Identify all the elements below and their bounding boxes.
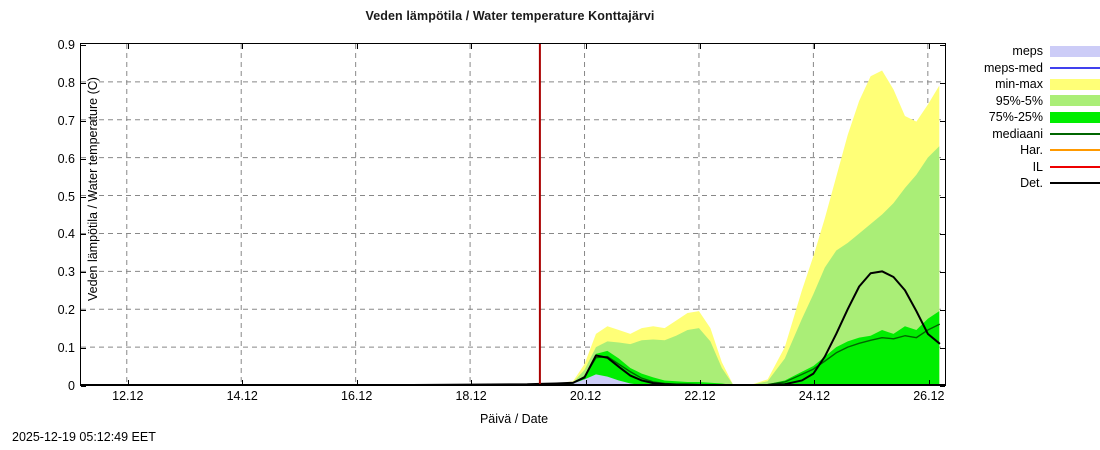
y-tick-mark (940, 196, 945, 198)
y-tick-label: 0.4 (57, 227, 75, 242)
x-tick-label: 12.12 (112, 389, 144, 403)
x-tick-mark (814, 380, 816, 385)
timestamp-label: 2025-12-19 05:12:49 EET (12, 430, 156, 444)
y-tick-mark (81, 82, 86, 84)
x-tick-mark (471, 44, 473, 49)
x-tick-label: 26.12 (913, 389, 945, 403)
x-tick-mark (356, 44, 358, 49)
plot-canvas (81, 44, 945, 385)
y-tick-mark (940, 82, 945, 84)
legend-swatch-line (1050, 132, 1100, 135)
legend-item-il: IL (962, 159, 1100, 176)
legend-label: meps (1012, 44, 1043, 59)
y-tick-label: 0 (68, 379, 75, 393)
legend-label: mediaani (992, 126, 1043, 141)
x-tick-label: 16.12 (341, 389, 373, 403)
x-tick-mark (585, 44, 587, 49)
legend-swatch-band (1050, 78, 1100, 90)
y-tick-mark (81, 45, 86, 46)
chart-title: Veden lämpötila / Water temperature Kont… (365, 9, 655, 23)
legend-swatch-line (1050, 182, 1100, 185)
y-tick-mark (940, 348, 945, 350)
x-tick-mark (585, 380, 587, 385)
legend-item-meps-med: meps-med (962, 60, 1100, 77)
x-tick-label: 24.12 (798, 389, 831, 403)
y-tick-label: 0.3 (57, 265, 75, 280)
x-tick-mark (471, 380, 473, 385)
legend-label: meps-med (983, 60, 1043, 75)
legend-item-75-25: 75%-25% (962, 109, 1100, 126)
x-tick-mark (242, 380, 244, 385)
plot-clip (81, 44, 945, 385)
x-tick-label: 20.12 (569, 389, 602, 403)
x-tick-label: 18.12 (455, 389, 487, 403)
x-tick-mark (242, 44, 244, 49)
y-tick-label: 0.9 (57, 38, 75, 52)
y-tick-mark (940, 310, 945, 312)
legend-swatch-line (1050, 66, 1100, 69)
y-tick-mark (940, 234, 945, 236)
legend-swatch-line (1050, 149, 1100, 152)
legend-swatch-line (1050, 165, 1100, 168)
legend-item-95-5: 95%-5% (962, 93, 1100, 110)
y-tick-mark (940, 158, 945, 160)
y-tick-label: 0.7 (57, 113, 75, 128)
x-tick-mark (928, 44, 930, 49)
y-tick-label: 0.8 (57, 75, 75, 90)
y-tick-label: 0.1 (57, 341, 75, 356)
y-tick-mark (81, 386, 86, 387)
band-75-25 (81, 311, 940, 385)
legend-item-min-max: min-max (962, 76, 1100, 93)
legend-item-mediaani: mediaani (962, 126, 1100, 143)
x-tick-mark (127, 44, 129, 49)
y-tick-label: 0.6 (57, 151, 75, 166)
legend-swatch-band (1050, 95, 1100, 107)
y-tick-mark (940, 45, 945, 46)
legend-label: Det. (1020, 176, 1043, 191)
y-tick-mark (940, 386, 945, 387)
x-tick-mark (699, 44, 701, 49)
y-tick-label: 0.5 (57, 189, 75, 204)
y-axis-label: Veden lämpötila / Water temperature (C) (86, 77, 100, 301)
legend-label: min-max (995, 77, 1043, 92)
x-tick-mark (356, 380, 358, 385)
y-tick-mark (81, 120, 86, 122)
legend-label: 75%-25% (988, 110, 1043, 125)
x-tick-label: 14.12 (226, 389, 258, 403)
y-tick-label: 0.2 (57, 303, 75, 318)
y-tick-mark (81, 158, 86, 160)
legend-label: Har. (1020, 143, 1043, 158)
legend-label: IL (1032, 159, 1043, 174)
legend-label: 95%-5% (995, 93, 1043, 108)
x-tick-mark (127, 380, 129, 385)
x-tick-mark (814, 44, 816, 49)
y-tick-mark (81, 348, 86, 350)
legend-item-det: Det. (962, 175, 1100, 192)
legend-swatch-band (1050, 111, 1100, 123)
x-tick-mark (699, 380, 701, 385)
y-tick-mark (81, 196, 86, 198)
y-tick-mark (81, 310, 86, 312)
y-tick-mark (81, 272, 86, 274)
y-tick-mark (940, 272, 945, 274)
legend-item-meps: meps (962, 43, 1100, 60)
y-tick-mark (940, 120, 945, 122)
legend-swatch-band (1050, 45, 1100, 57)
legend-item-har: Har. (962, 142, 1100, 159)
x-tick-mark (928, 380, 930, 385)
x-axis-label: Päivä / Date (479, 412, 549, 426)
chart-legend: meps meps-med min-max 95%-5% 75%-25% mediaani… (962, 43, 1100, 192)
y-tick-mark (81, 234, 86, 236)
plot-area: 0 0.1 0.2 0.3 0.4 0.5 0.6 0.7 0.8 0.9 12.12 14.12 1… (58, 38, 946, 426)
x-tick-label: 22.12 (684, 389, 716, 403)
